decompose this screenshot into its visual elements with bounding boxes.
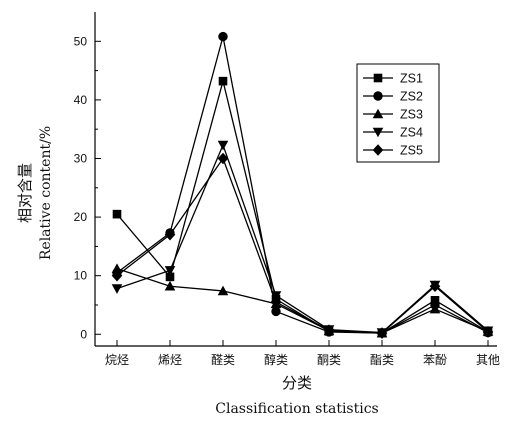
legend-item: ZS4: [363, 126, 423, 140]
series-layer: [111, 31, 494, 339]
y-axis-title-en: Relative content/%: [38, 126, 54, 260]
y-axis-title-cn: 相对含量: [16, 163, 34, 223]
y-tick-label: 0: [80, 327, 87, 341]
data-point: [271, 306, 281, 317]
legend-item: ZS2: [363, 90, 423, 104]
data-point: [165, 272, 175, 282]
series-line: [116, 80, 489, 334]
axes: 0 10 20 30 40 50 烷烃 烯烃 醛类 醇类 酮类 酯类 苯酚 其他: [74, 12, 500, 367]
legend: ZS1 ZS2 ZS3 ZS4 ZS5: [356, 63, 440, 163]
series-line: [116, 157, 489, 334]
series-line: [116, 268, 489, 334]
x-tick-label: 烷烃: [105, 353, 129, 367]
series-line: [116, 36, 489, 334]
x-tick-label: 烯烃: [158, 353, 182, 367]
data-point: [164, 228, 176, 241]
legend-label: ZS4: [400, 126, 423, 140]
data-point: [164, 266, 176, 276]
legend-marker: [373, 73, 383, 83]
data-point: [376, 327, 388, 339]
data-point: [112, 209, 122, 219]
x-tick-label: 酮类: [317, 353, 341, 367]
x-tick-label: 苯酚: [423, 353, 447, 367]
data-point: [218, 31, 228, 42]
legend-marker: [372, 144, 384, 156]
y-tick-label: 40: [74, 93, 88, 107]
data-point: [270, 296, 282, 308]
x-axis-title-en: Classification statistics: [215, 401, 378, 417]
x-tick-label: 酯类: [370, 353, 394, 367]
x-tick-label: 其他: [476, 353, 500, 367]
legend-marker: [373, 91, 383, 101]
series-zs3: [111, 263, 494, 338]
x-tick-label: 醇类: [264, 352, 288, 367]
data-point: [429, 303, 441, 314]
data-point: [217, 285, 229, 296]
axis-titles: 分类 Classification statistics 相对含量 Relati…: [16, 126, 379, 417]
series-zs5: [111, 152, 494, 339]
legend-marker: [372, 127, 384, 138]
data-point: [429, 280, 441, 293]
data-point: [217, 140, 229, 151]
legend-box: [356, 63, 440, 163]
legend-label: ZS1: [400, 72, 423, 86]
legend-marker: [372, 108, 384, 119]
legend-item: ZS5: [363, 144, 423, 158]
data-point: [111, 269, 123, 282]
y-tick-label: 10: [74, 269, 88, 283]
legend-label: ZS3: [400, 108, 423, 122]
data-point: [323, 324, 335, 336]
data-point: [111, 263, 123, 273]
data-point: [164, 280, 176, 291]
data-point: [111, 284, 123, 294]
data-point: [482, 326, 494, 338]
y-tick-label: 30: [74, 151, 88, 165]
data-point: [217, 152, 229, 165]
legend-item: ZS1: [363, 72, 423, 86]
legend-label: ZS2: [400, 90, 423, 104]
series-line: [116, 143, 489, 334]
y-tick-label: 50: [74, 34, 88, 48]
legend-label: ZS5: [400, 144, 423, 158]
x-tick-label: 醛类: [211, 352, 235, 367]
y-tick-label: 20: [74, 210, 88, 224]
legend-item: ZS3: [363, 108, 423, 122]
data-point: [218, 76, 228, 86]
x-axis-title-cn: 分类: [282, 374, 312, 392]
